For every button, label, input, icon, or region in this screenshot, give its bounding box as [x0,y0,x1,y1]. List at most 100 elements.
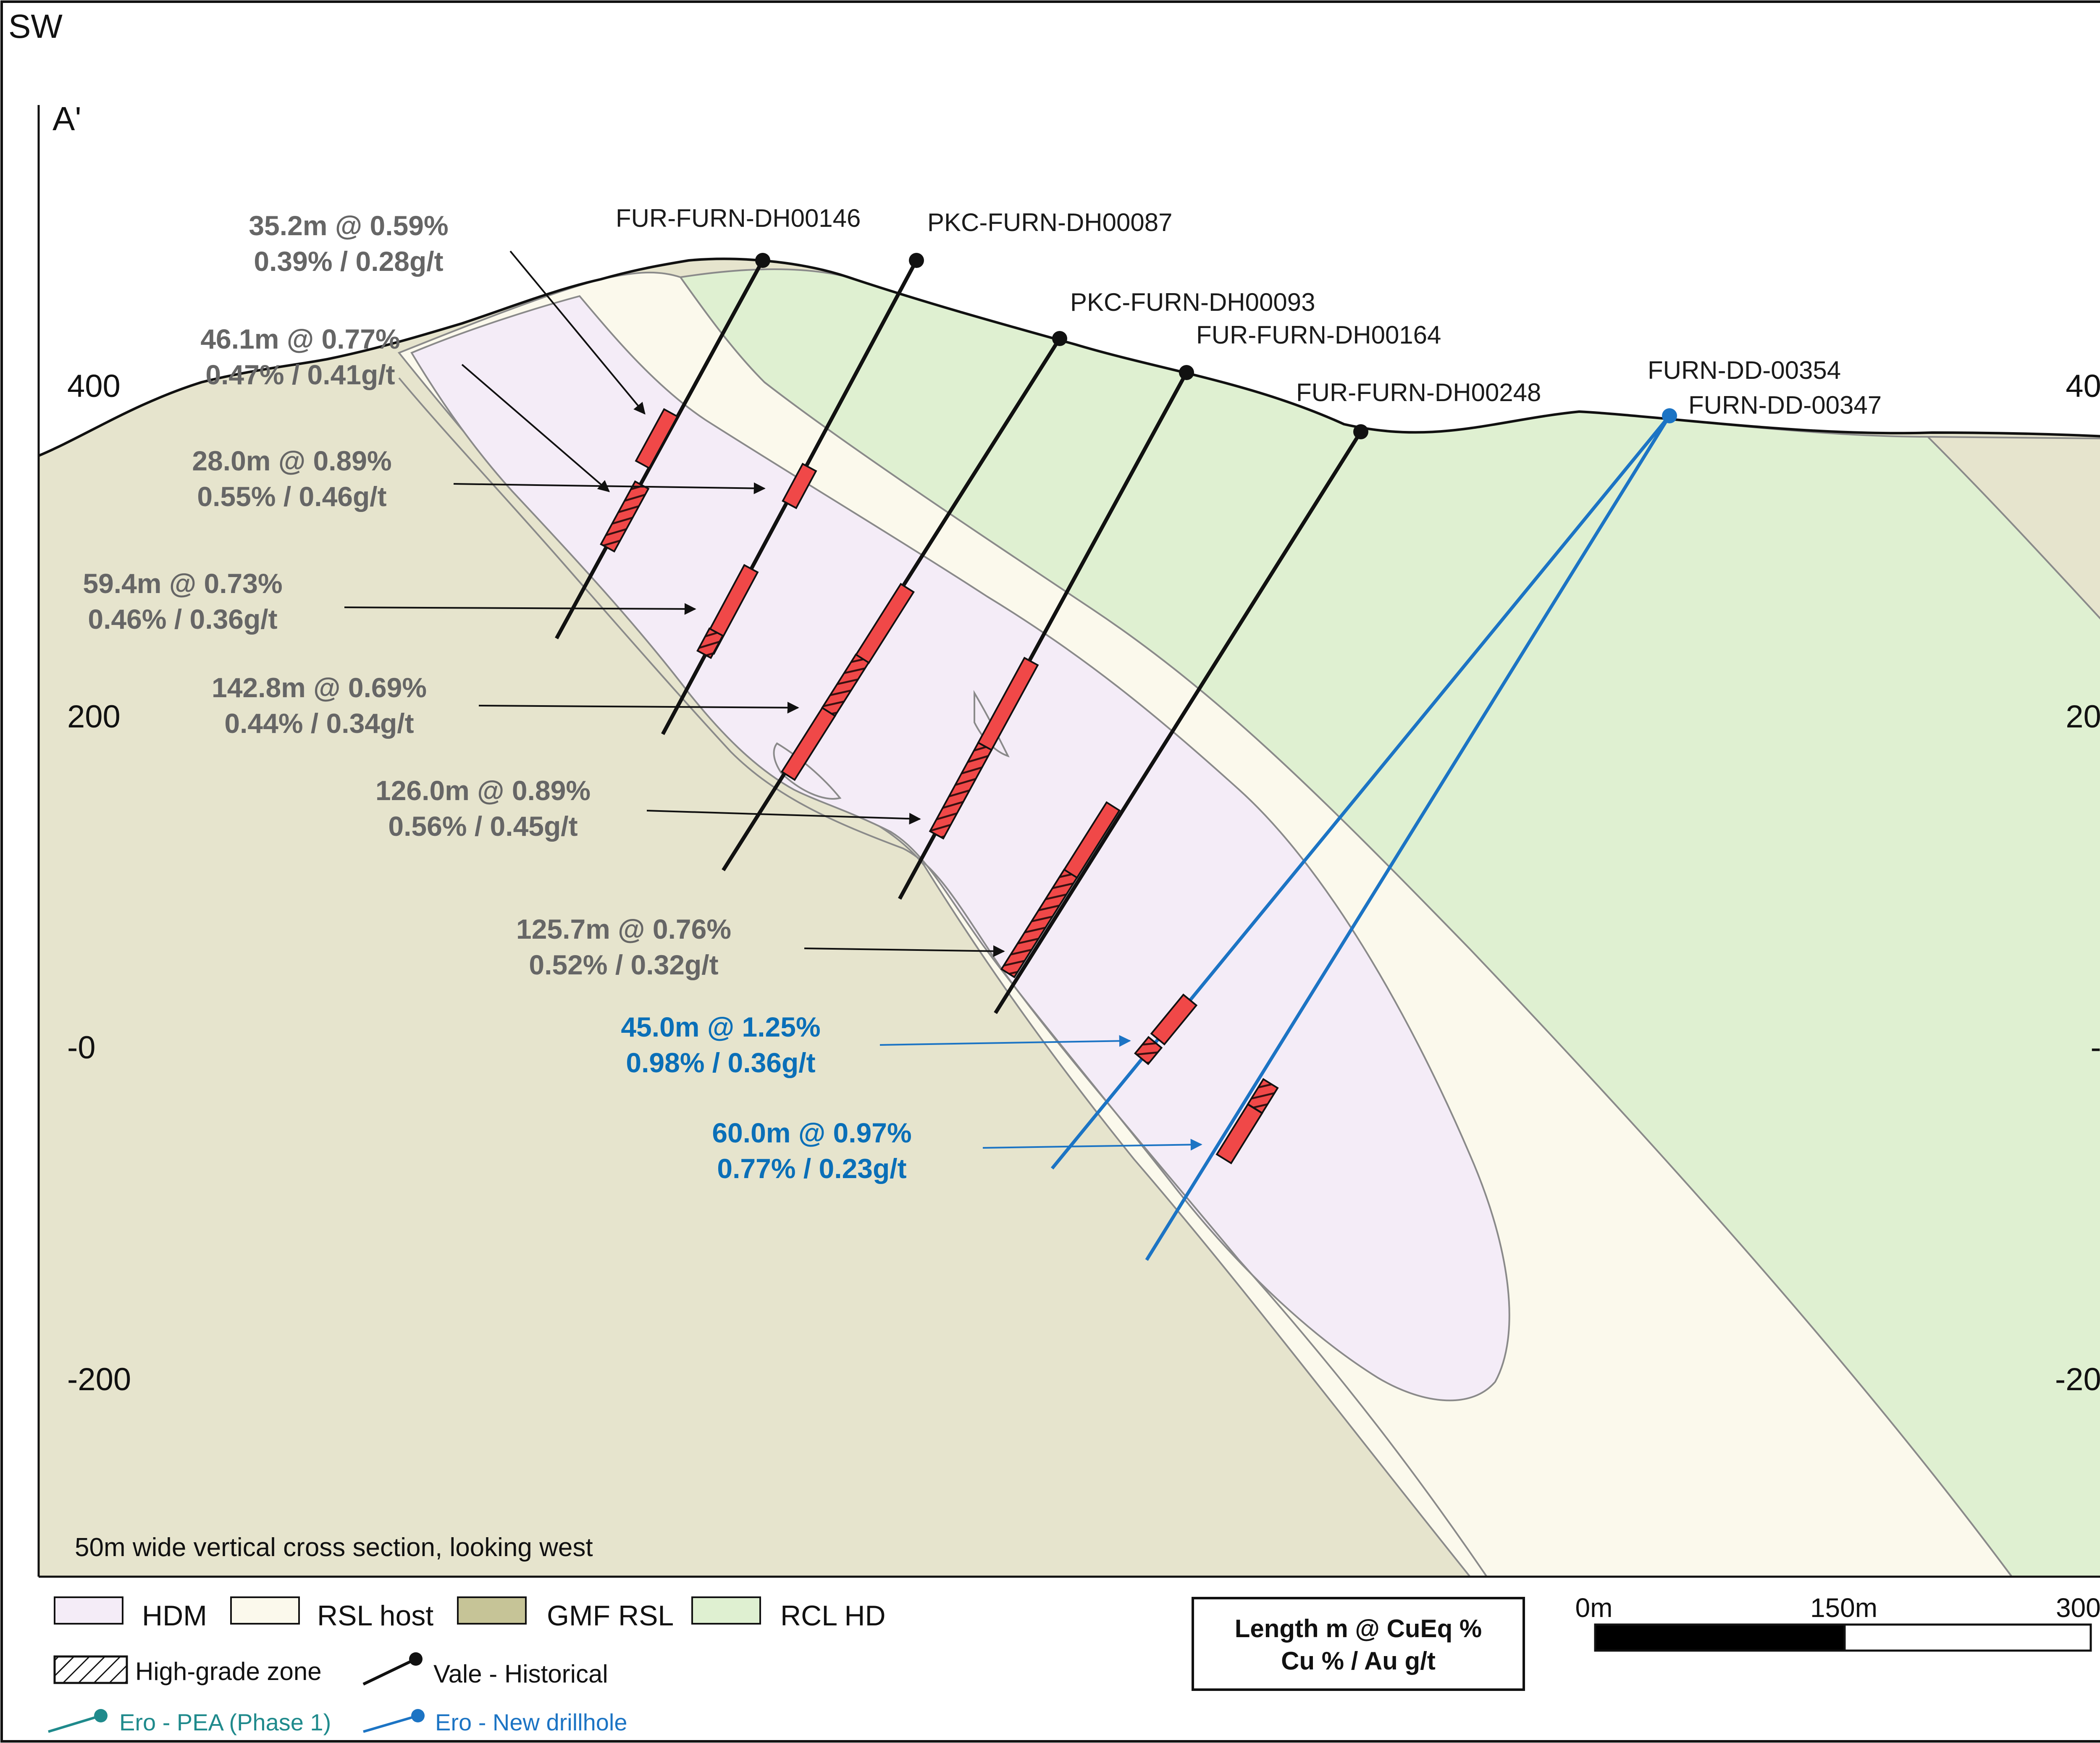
intercept-label-line2: 0.56% / 0.45g/t [388,811,578,842]
legend-symbol-vale [362,1657,417,1686]
legend-swatch-gmf-rsl [457,1596,527,1625]
intercept-label-line1: 35.2m @ 0.59% [249,210,448,241]
intercept-bar-high-grade [600,480,650,553]
scale-label-150: 150m [1810,1593,1877,1623]
drillhole-label: FUR-FURN-DH00248 [1296,378,1541,407]
drillhole-dd00347-trace [1145,415,1671,1261]
scale-outline [1594,1623,2092,1652]
section-note: 50m wide vertical cross section, looking… [75,1533,593,1562]
drillhole-dh00248-trace [994,430,1362,1014]
collar-new-holes [1662,408,1677,423]
legend-label-rsl-host: RSL host [317,1600,433,1632]
intercept-bar-high-grade [1000,868,1078,979]
leader-4 [344,603,696,615]
intercept-bar [782,462,817,509]
leader-5 [478,701,799,714]
drillhole-label: FUR-FURN-DH00164 [1196,321,1441,349]
intercept-bar-new [1150,993,1198,1046]
key-line2: Cu % / Au g/t [1281,1647,1436,1675]
leader-3 [453,482,766,494]
intercept-bar-high-grade [929,741,993,840]
topography [38,257,2100,457]
scale-segment-empty [1843,1623,2092,1652]
intercept-bar-high-grade [1134,1036,1163,1066]
intercept-labels: 35.2m @ 0.59% 0.39% / 0.28g/t 46.1m @ 0.… [83,210,911,1184]
legend-swatch-rsl-host [230,1596,300,1625]
intercept-label-line1: 46.1m @ 0.77% [200,323,400,354]
intercept-bar-high-grade [696,627,724,659]
collar-dh00093 [1052,331,1067,346]
collar-dh00146 [755,253,770,268]
legend-swatch-rcl-hd [691,1596,761,1625]
collar-dh00087 [909,253,924,268]
elevation-right-400: 400 [2066,368,2100,404]
drillhole-label: FURN-DD-00354 [1648,356,1841,384]
collar-dh00164 [1179,365,1194,380]
key-box [1192,1597,1525,1691]
intercept-bar [635,408,679,470]
elevation-left-200: 200 [67,699,121,735]
legend-label-pea: Ero - PEA (Phase 1) [119,1709,331,1735]
intercept-bar [780,706,836,781]
intercept-key: Length m @ CuEq % Cu % / Au g/t [1192,1597,1525,1691]
intercept-label-line2: 0.39% / 0.28g/t [254,246,443,277]
intercept-bar-new [1215,1103,1263,1165]
legend-symbol-pea-collar [94,1709,108,1722]
legend-label-new-drillhole: Ero - New drillhole [435,1709,627,1735]
scale-label-300: 300m [2056,1593,2100,1623]
intercept-label-line2: 0.46% / 0.36g/t [88,604,277,635]
intercepts [600,408,1279,1165]
drillhole-label: FURN-DD-00347 [1688,391,1882,419]
elevation-left-400: 400 [67,368,121,404]
legend-label-rcl-hd: RCL HD [780,1600,886,1632]
elevation-right-200: 200 [2066,699,2100,735]
legend: HDM RSL host GMF RSL RCL HD High-grade z… [48,1596,886,1735]
intercept-label-line1: 60.0m @ 0.97% [712,1117,911,1148]
drillhole-label: PKC-FURN-DH00087 [927,208,1172,236]
drillhole-label: FUR-FURN-DH00146 [616,204,861,232]
leader-7 [804,945,1005,957]
leader-9 [982,1139,1202,1151]
orientation-left: SW [8,8,63,45]
leader-8 [879,1035,1131,1047]
intercept-label-line2: 0.98% / 0.36g/t [626,1047,815,1078]
legend-label-hdm: HDM [142,1600,207,1632]
section-label-left: A' [52,100,81,137]
intercept-label-line2: 0.47% / 0.41g/t [205,359,395,390]
geology-section [38,257,2100,1578]
legend-swatch-high-grade [53,1655,128,1684]
elevation-right-minus200: -200 [2055,1362,2100,1397]
leader-2 [461,364,610,492]
key-line1: Length m @ CuEq % [1235,1614,1482,1643]
leader-6 [646,810,921,825]
legend-symbol-pea [48,1714,101,1733]
intercept-label-line1: 126.0m @ 0.89% [375,775,591,806]
scale-label-0: 0m [1575,1593,1613,1623]
legend-label-vale: Vale - Historical [433,1660,608,1688]
scale-bar: 0m 150m 300m [1575,1593,2100,1652]
intercept-label-line2: 0.44% / 0.34g/t [224,708,414,739]
legend-swatch-hdm [54,1596,123,1625]
elevation-right-0: -0 [2090,1030,2100,1066]
drillhole-label: PKC-FURN-DH00093 [1070,288,1315,316]
scale-segment-filled [1595,1625,1845,1651]
intercept-label-line2: 0.52% / 0.32g/t [529,949,718,980]
intercept-label-line1: 45.0m @ 1.25% [621,1011,820,1042]
elevation-left-minus200: -200 [67,1362,131,1397]
elevation-left-0: -0 [67,1030,96,1066]
legend-symbol-new-drillhole [363,1714,418,1733]
intercept-label-line1: 142.8m @ 0.69% [212,672,427,703]
intercept-label-line2: 0.55% / 0.46g/t [197,481,386,512]
legend-symbol-vale-collar [409,1652,423,1666]
legend-label-high-grade: High-grade zone [135,1657,322,1685]
intercept-label-line1: 59.4m @ 0.73% [83,568,282,599]
intercept-label-line1: 125.7m @ 0.76% [516,914,731,945]
collar-dh00248 [1353,424,1368,439]
intercept-label-line1: 28.0m @ 0.89% [192,445,391,476]
intercept-leaders [344,250,1202,1151]
legend-symbol-new-drillhole-collar [411,1709,425,1722]
intercept-label-line2: 0.77% / 0.23g/t [717,1153,906,1184]
leader-1 [509,250,646,415]
legend-label-gmf-rsl: GMF RSL [547,1600,674,1632]
